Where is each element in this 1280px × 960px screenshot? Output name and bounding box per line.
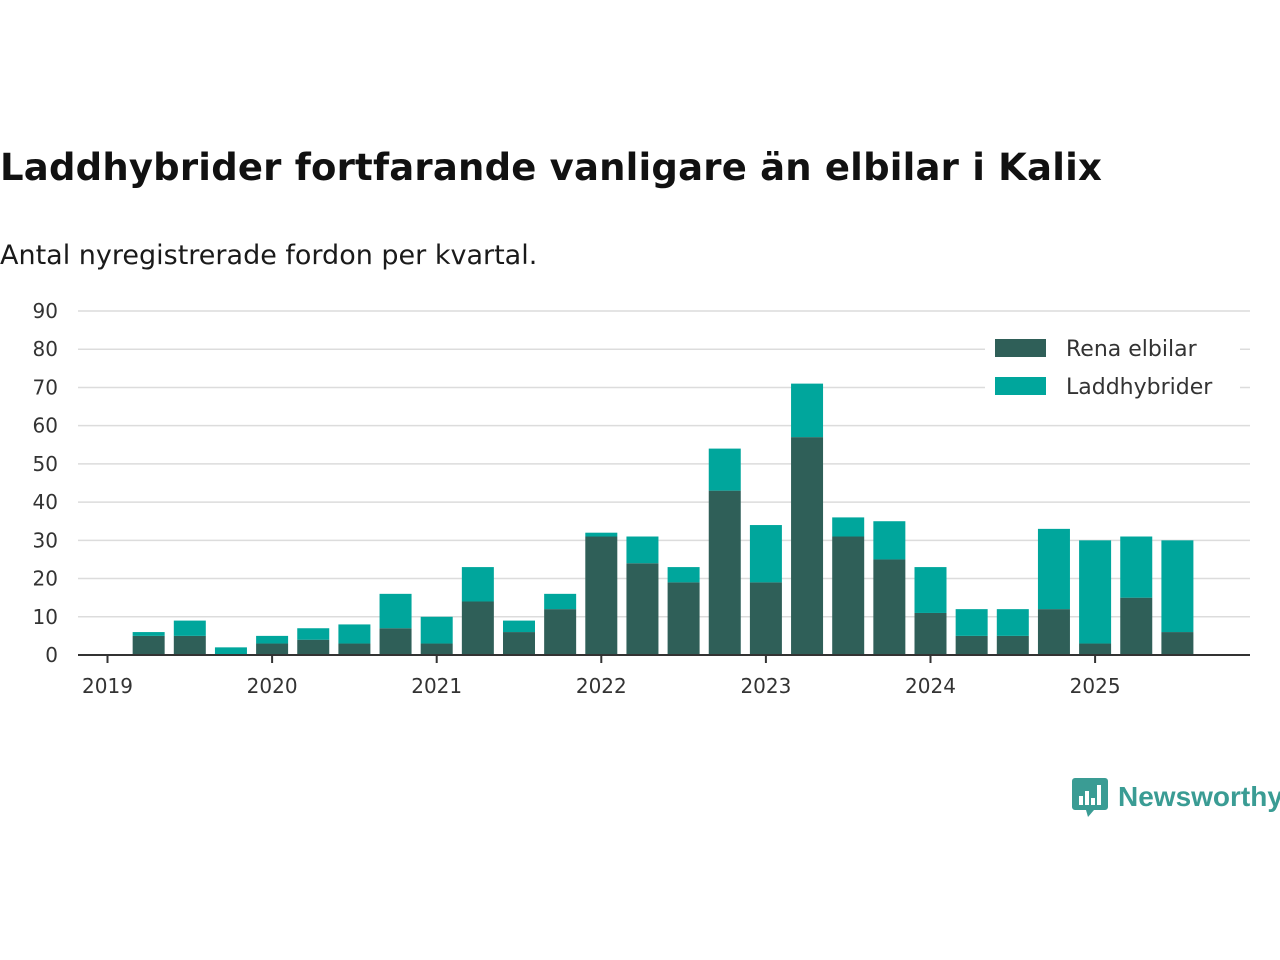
y-tick-label: 90	[33, 299, 58, 323]
stacked-bar-chart: 0 10 20 30 40 50 60 70 80 90 2019 2020 2021 2022 2023…	[33, 299, 1250, 698]
bar-segment-laddhybrider	[544, 593, 577, 610]
y-tick-label: 20	[33, 567, 58, 591]
legend-label: Rena elbilar	[1066, 337, 1198, 362]
chart-subtitle: Antal nyregistrerade fordon per kvartal.	[0, 240, 538, 271]
bar-segment-rena-elbilar	[667, 582, 700, 655]
bar-segment-laddhybrider	[214, 647, 247, 655]
bar-segment-rena-elbilar	[626, 563, 659, 655]
x-tick-label: 2022	[576, 674, 627, 698]
bar-segment-laddhybrider	[996, 609, 1029, 636]
bar-segment-rena-elbilar	[297, 639, 330, 655]
brand-logo: Newsworthy	[1072, 776, 1280, 818]
bar-segment-rena-elbilar	[1037, 609, 1070, 655]
x-tick-label: 2020	[247, 674, 298, 698]
bar-segment-laddhybrider	[173, 620, 206, 636]
legend: Rena elbilar Laddhybrider	[985, 327, 1240, 403]
bar-segment-laddhybrider	[791, 383, 824, 438]
y-tick-label: 30	[33, 528, 58, 552]
y-tick-label: 50	[33, 452, 58, 476]
bar-segment-laddhybrider	[873, 521, 906, 560]
y-tick-label: 0	[45, 643, 58, 667]
bar-segment-laddhybrider	[461, 567, 494, 602]
bar-segment-rena-elbilar	[544, 609, 577, 655]
bar-segment-laddhybrider	[955, 609, 988, 636]
bar-segment-laddhybrider	[420, 616, 453, 644]
newsworthy-logo-icon	[1072, 778, 1108, 817]
x-tick-label: 2024	[905, 674, 956, 698]
bar-segment-laddhybrider	[1161, 540, 1194, 633]
bar-segment-rena-elbilar	[1120, 597, 1153, 655]
bar-segment-laddhybrider	[297, 628, 330, 640]
y-tick-label: 10	[33, 605, 58, 629]
x-axis: 2019 2020 2021 2022 2023 2024 2025	[78, 654, 1250, 698]
bar-segment-laddhybrider	[585, 532, 618, 537]
bar-segment-laddhybrider	[914, 567, 947, 613]
x-tick-label: 2025	[1070, 674, 1121, 698]
x-tick-label: 2021	[411, 674, 462, 698]
bar-segment-laddhybrider	[1120, 536, 1153, 598]
bar-segment-rena-elbilar	[914, 612, 947, 655]
bar-segment-rena-elbilar	[379, 628, 412, 655]
bar-segment-rena-elbilar	[955, 635, 988, 655]
legend-swatch	[995, 339, 1046, 357]
bar-segment-rena-elbilar	[585, 536, 618, 655]
bar-segment-laddhybrider	[1079, 540, 1112, 644]
bar-segment-rena-elbilar	[461, 601, 494, 655]
bar-segment-rena-elbilar	[173, 635, 206, 655]
gridlines	[78, 310, 1250, 618]
x-tick-label: 2019	[82, 674, 133, 698]
bar-segment-laddhybrider	[503, 620, 535, 633]
bar-segment-rena-elbilar	[1079, 643, 1112, 655]
bar-segment-rena-elbilar	[832, 536, 865, 655]
y-axis-ticks: 0 10 20 30 40 50 60 70 80 90	[33, 299, 58, 667]
bar-segment-rena-elbilar	[1161, 632, 1194, 655]
legend-swatch	[995, 377, 1046, 395]
bar-segment-rena-elbilar	[132, 635, 165, 655]
bar-segment-laddhybrider	[626, 536, 659, 564]
bar-segment-rena-elbilar	[256, 643, 289, 655]
legend-label: Laddhybrider	[1066, 375, 1213, 400]
bar-segment-laddhybrider	[379, 593, 412, 629]
bar-segment-laddhybrider	[832, 517, 865, 537]
bar-segment-laddhybrider	[256, 635, 289, 644]
brand-name: Newsworthy	[1118, 781, 1280, 812]
bar-segment-laddhybrider	[132, 632, 165, 636]
bar-segment-laddhybrider	[749, 525, 782, 583]
bar-segment-rena-elbilar	[873, 559, 906, 655]
bar-segment-rena-elbilar	[338, 643, 371, 655]
y-tick-label: 40	[33, 490, 58, 514]
y-tick-label: 80	[33, 337, 58, 361]
y-tick-label: 70	[33, 375, 58, 399]
bar-segment-rena-elbilar	[420, 643, 453, 655]
bar-segment-laddhybrider	[667, 567, 700, 583]
bar-segment-rena-elbilar	[996, 635, 1029, 655]
bars	[132, 383, 1194, 655]
x-tick-label: 2023	[740, 674, 791, 698]
y-tick-label: 60	[33, 414, 58, 438]
bar-segment-laddhybrider	[708, 448, 741, 491]
chart-title: Laddhybrider fortfarande vanligare än el…	[0, 146, 1103, 189]
bar-segment-laddhybrider	[338, 624, 371, 644]
bar-segment-rena-elbilar	[708, 490, 741, 655]
bar-segment-rena-elbilar	[791, 437, 824, 655]
bar-segment-rena-elbilar	[503, 632, 535, 655]
bar-segment-rena-elbilar	[749, 582, 782, 655]
bar-segment-laddhybrider	[1037, 528, 1070, 610]
